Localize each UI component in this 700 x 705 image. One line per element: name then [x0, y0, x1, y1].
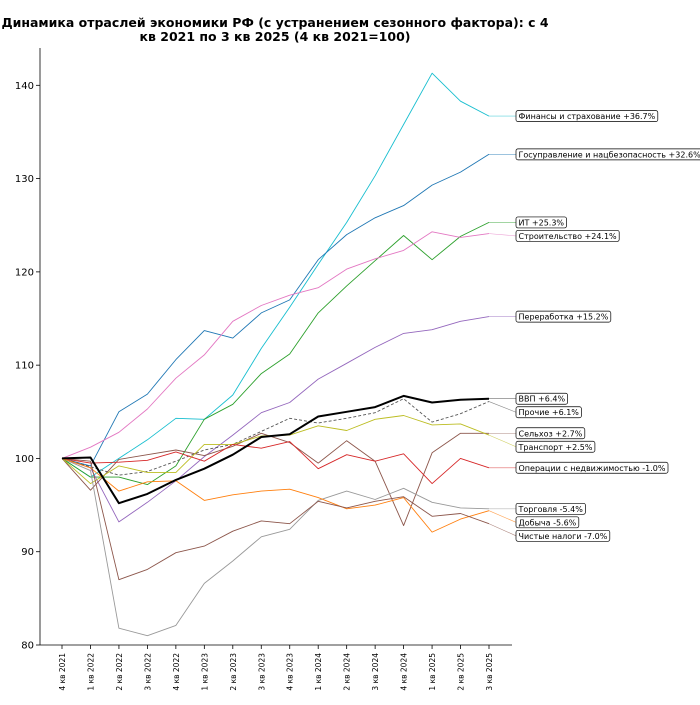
- series-label-5: ВВП +6.4%: [515, 392, 568, 405]
- y-tick-label: 90: [21, 547, 34, 558]
- label-leader-8: [488, 434, 517, 448]
- x-tick-label: 1 кв 2022: [86, 653, 95, 691]
- x-tick-label: 4 кв 2021: [58, 653, 67, 691]
- series-label-text: Добыча -5.6%: [519, 518, 577, 527]
- x-tick-label: 2 кв 2023: [229, 653, 238, 691]
- series-label-text: ИТ +25.3%: [519, 218, 565, 227]
- series-line-2: [61, 221, 490, 486]
- series-line-6: [61, 398, 490, 476]
- series-label-box: [515, 110, 659, 122]
- series-label-8: Транспорт +2.5%: [515, 440, 596, 453]
- series-label-text: Переработка +15.2%: [519, 313, 609, 322]
- label-leader-3: [488, 233, 517, 237]
- series-line-3: [61, 231, 490, 459]
- x-tick-label: 1 кв 2023: [200, 653, 209, 691]
- x-tick-label: 4 кв 2024: [400, 653, 409, 691]
- x-tick-label: 2 кв 2024: [343, 653, 352, 691]
- series-label-box: [515, 310, 612, 323]
- series-label-text: Операции с недвижимостью -1.0%: [519, 464, 666, 473]
- series-label-box: [515, 148, 700, 161]
- chart-title-line-2: кв 2021 по 3 кв 2025 (4 кв 2021=100): [140, 29, 411, 44]
- series-label-3: Строительство +24.1%: [515, 230, 620, 242]
- series-label-6: Прочие +6.1%: [515, 406, 582, 419]
- x-tick-label: 4 кв 2022: [172, 653, 181, 691]
- series-label-text: Чистые налоги -7.0%: [519, 532, 608, 541]
- x-tick-label: 1 кв 2025: [428, 653, 437, 691]
- series-label-box: [515, 427, 586, 440]
- label-leader-12: [488, 523, 517, 537]
- series-label-7: Сельхоз +2.7%: [515, 427, 586, 440]
- series-line-9: [61, 441, 490, 485]
- x-tick-label: 2 кв 2025: [457, 653, 466, 691]
- series-label-box: [515, 216, 567, 229]
- x-tick-label: 1 кв 2024: [314, 653, 323, 691]
- series-line-4: [61, 316, 490, 523]
- y-tick-label: 100: [15, 454, 34, 465]
- series-label-text: Сельхоз +2.7%: [519, 429, 583, 438]
- series-label-box: [515, 461, 669, 474]
- series-label-text: Прочие +6.1%: [519, 408, 580, 417]
- series-line-5: [61, 394, 490, 505]
- series-label-text: Госуправление и нацбезопасность +32.6%: [519, 150, 700, 159]
- series-line-7: [61, 432, 489, 527]
- series-label-box: [515, 392, 568, 405]
- x-tick-label: 3 кв 2022: [143, 653, 152, 691]
- label-leader-11: [488, 510, 517, 523]
- series-label-box: [515, 440, 596, 453]
- series-labels: Финансы и страхование +36.7% Госуправлени…: [488, 110, 700, 542]
- series-label-12: Чистые налоги -7.0%: [515, 529, 611, 542]
- series-label-text: Торговля -5.4%: [518, 505, 584, 514]
- series-label-box: [515, 406, 582, 419]
- series-label-box: [515, 529, 611, 542]
- series-label-box: [515, 230, 620, 242]
- x-tick-label: 4 кв 2023: [286, 653, 295, 691]
- series-line-0: [61, 72, 490, 478]
- series-line-11: [61, 457, 490, 533]
- y-tick-label: 130: [15, 174, 34, 185]
- y-tick-label: 110: [15, 361, 34, 372]
- series-line-1: [61, 153, 490, 467]
- series-label-11: Добыча -5.6%: [515, 516, 580, 529]
- series-label-4: Переработка +15.2%: [515, 310, 612, 323]
- series-label-text: Финансы и страхование +36.7%: [519, 112, 656, 121]
- y-tick-label: 120: [15, 267, 34, 278]
- x-tick-label: 3 кв 2024: [371, 653, 380, 691]
- x-tick-label: 3 кв 2025: [485, 653, 494, 691]
- series-label-box: [515, 502, 586, 515]
- series-label-box: [515, 516, 580, 529]
- series-line-12: [61, 457, 490, 581]
- axes: 80 90 100 110 120 130 140 4 кв 2021 1 кв 2022 2 к…: [15, 48, 512, 691]
- series-label-1: Госуправление и нацбезопасность +32.6%: [515, 148, 700, 161]
- series-label-text: Строительство +24.1%: [519, 232, 618, 241]
- chart-title-line-1: Динамика отраслей экономики РФ (с устран…: [1, 15, 548, 30]
- series-label-text: Транспорт +2.5%: [518, 443, 593, 452]
- x-tick-label: 3 кв 2023: [257, 653, 266, 691]
- series-label-text: ВВП +6.4%: [519, 395, 566, 404]
- series-line-10: [61, 457, 490, 637]
- y-tick-label: 80: [21, 641, 34, 652]
- series-line-8: [61, 415, 490, 485]
- series-label-0: Финансы и страхование +36.7%: [515, 110, 659, 122]
- label-leader-6: [488, 401, 517, 413]
- series-lines: [61, 72, 490, 637]
- series-label-10: Торговля -5.4%: [515, 502, 586, 515]
- y-tick-label: 140: [15, 81, 34, 92]
- series-label-2: ИТ +25.3%: [515, 216, 567, 229]
- series-label-9: Операции с недвижимостью -1.0%: [515, 461, 669, 474]
- x-tick-label: 2 кв 2022: [115, 653, 124, 691]
